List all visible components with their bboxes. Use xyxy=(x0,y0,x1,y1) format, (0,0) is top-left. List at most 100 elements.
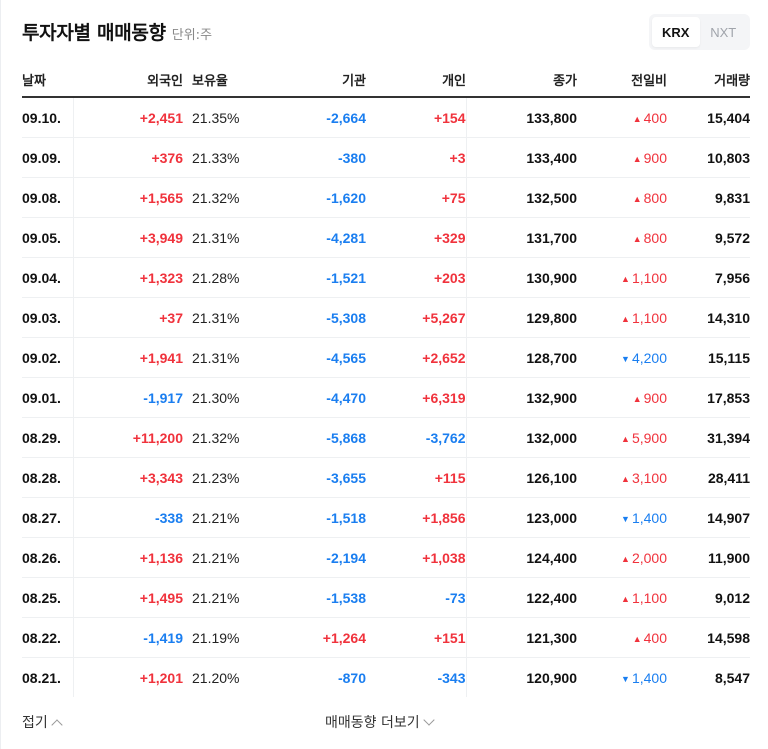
col-change: 전일비 xyxy=(577,62,667,98)
cell-foreign: +11,200 xyxy=(73,417,183,458)
cell-volume: 9,572 xyxy=(667,217,750,258)
collapse-label: 접기 xyxy=(22,715,48,731)
up-triangle-icon: ▲ xyxy=(621,593,630,604)
change-value: 1,400 xyxy=(631,509,667,526)
cell-foreign: +3,949 xyxy=(73,217,183,258)
more-label: 매매동향 더보기 xyxy=(325,715,420,731)
cell-volume: 9,012 xyxy=(667,577,750,618)
change-value: 800 xyxy=(643,189,667,206)
table-row: 09.08. +1,565 21.32% -1,620 +75 132,500 ▲ 800 9,… xyxy=(22,177,750,218)
up-triangle-icon: ▲ xyxy=(621,473,630,484)
up-triangle-icon: ▲ xyxy=(632,153,642,164)
cell-institution: -5,868 xyxy=(253,417,366,458)
up-triangle-icon: ▲ xyxy=(621,553,630,564)
cell-volume: 17,853 xyxy=(667,377,750,418)
cell-date: 08.25. xyxy=(22,577,74,618)
cell-ratio: 21.31% xyxy=(183,217,253,258)
cell-institution: -380 xyxy=(253,137,366,178)
table-row: 09.04. +1,323 21.28% -1,521 +203 130,900 ▲ 1,10… xyxy=(22,257,750,298)
cell-close: 121,300 xyxy=(466,617,577,658)
cell-ratio: 21.32% xyxy=(183,417,253,458)
cell-change: ▲ 1,100 xyxy=(577,577,667,618)
cell-change: ▲ 5,900 xyxy=(577,417,667,458)
table-row: 08.28. +3,343 21.23% -3,655 +115 126,100 ▲ 3,10… xyxy=(22,457,750,498)
cell-individual: +203 xyxy=(366,257,467,298)
cell-volume: 8,547 xyxy=(714,669,750,686)
cell-volume: 14,598 xyxy=(667,617,750,658)
table-row: 09.01. -1,917 21.30% -4,470 +6,319 132,900 ▲ 90… xyxy=(22,377,750,418)
cell-institution: -4,470 xyxy=(253,377,366,418)
toggle-krx[interactable]: KRX xyxy=(652,17,700,47)
cell-date: 09.01. xyxy=(22,377,74,418)
cell-institution: -1,518 xyxy=(253,497,366,538)
up-triangle-icon: ▲ xyxy=(621,433,630,444)
cell-volume: 31,394 xyxy=(667,417,750,458)
up-triangle-icon: ▲ xyxy=(632,633,642,644)
cell-individual: +154 xyxy=(366,97,467,138)
table-body: 09.10. +2,451 21.35% -2,664 +154 133,800 ▲ 400 1… xyxy=(22,97,750,697)
cell-volume: 7,956 xyxy=(667,257,750,298)
cell-close: 123,000 xyxy=(466,497,577,538)
up-triangle-icon: ▲ xyxy=(632,393,642,404)
cell-date: 08.27. xyxy=(22,497,74,538)
change-value: 1,100 xyxy=(631,309,667,326)
cell-individual: -3,762 xyxy=(366,417,467,458)
cell-date: 09.02. xyxy=(22,337,74,378)
cell-foreign: +1,941 xyxy=(73,337,183,378)
cell-close: 132,900 xyxy=(466,377,577,418)
chevron-down-icon xyxy=(422,714,435,726)
cell-institution: -5,308 xyxy=(253,297,366,338)
change-value: 5,900 xyxy=(631,429,667,446)
cell-ratio: 21.28% xyxy=(183,257,253,298)
change-value: 900 xyxy=(643,149,667,166)
cell-foreign: +1,495 xyxy=(73,577,183,618)
cell-change: ▼ 1,400 xyxy=(577,497,667,538)
table-row: 09.02. +1,941 21.31% -4,565 +2,652 128,700 ▼ 4,… xyxy=(22,337,750,378)
cell-volume: 11,900 xyxy=(667,537,750,578)
cell-foreign: +1,201 xyxy=(139,669,183,686)
cell-close: 124,400 xyxy=(466,537,577,578)
cell-individual: +75 xyxy=(366,177,467,218)
table-row: 08.22. -1,419 21.19% +1,264 +151 121,300 ▲ 400 1… xyxy=(22,617,750,658)
cell-change: ▲ 1,100 xyxy=(577,297,667,338)
investor-trading-table: 날짜 외국인 보유율 기관 개인 종가 전일비 거래량 09.10. +2,451… xyxy=(22,62,750,697)
change-value: 400 xyxy=(643,109,667,126)
cell-individual: -73 xyxy=(366,577,467,618)
cell-close: 133,800 xyxy=(466,97,577,138)
col-foreign: 외국인 xyxy=(73,62,183,98)
col-individual: 개인 xyxy=(366,62,466,98)
cell-date: 08.22. xyxy=(22,617,74,658)
cell-close: 132,000 xyxy=(466,417,577,458)
cell-change: ▼ 1,400 xyxy=(577,658,667,698)
cell-volume: 14,310 xyxy=(667,297,750,338)
cell-institution: -3,655 xyxy=(253,457,366,498)
more-trading-link[interactable]: 매매동향 더보기 xyxy=(325,712,435,732)
table-row: 09.09. +376 21.33% -380 +3 133,400 ▲ 900 10,803 xyxy=(22,137,750,178)
chevron-up-icon xyxy=(51,718,63,731)
cell-change: ▲ 900 xyxy=(577,377,667,418)
cell-individual: -343 xyxy=(366,657,467,697)
cell-close: 128,700 xyxy=(466,337,577,378)
cell-foreign: -1,419 xyxy=(73,617,183,658)
cell-close: 122,400 xyxy=(466,577,577,618)
toggle-nxt[interactable]: NXT xyxy=(710,24,737,40)
market-toggle: KRX NXT xyxy=(649,14,750,50)
cell-individual: +5,267 xyxy=(366,297,467,338)
cell-foreign: +376 xyxy=(73,137,183,178)
cell-change: ▲ 1,100 xyxy=(577,257,667,298)
cell-foreign: +1,136 xyxy=(73,537,183,578)
collapse-button[interactable]: 접기 xyxy=(22,712,63,732)
cell-volume: 15,404 xyxy=(667,97,750,138)
cell-close: 133,400 xyxy=(466,137,577,178)
cell-date: 08.26. xyxy=(22,537,74,578)
cell-date: 09.04. xyxy=(22,257,74,298)
down-triangle-icon: ▼ xyxy=(621,353,630,364)
table-row: 08.21. +1,201 21.20% -870 -343 120,900 ▼ 1,400 8… xyxy=(22,657,750,698)
cell-individual: +115 xyxy=(366,457,467,498)
cell-foreign: +1,323 xyxy=(73,257,183,298)
cell-ratio: 21.23% xyxy=(183,457,253,498)
cell-change: ▲ 800 xyxy=(577,217,667,258)
table-row: 08.29. +11,200 21.32% -5,868 -3,762 132,000 ▲ 5… xyxy=(22,417,750,458)
cell-change: ▲ 400 xyxy=(577,97,667,138)
cell-close: 129,800 xyxy=(466,297,577,338)
